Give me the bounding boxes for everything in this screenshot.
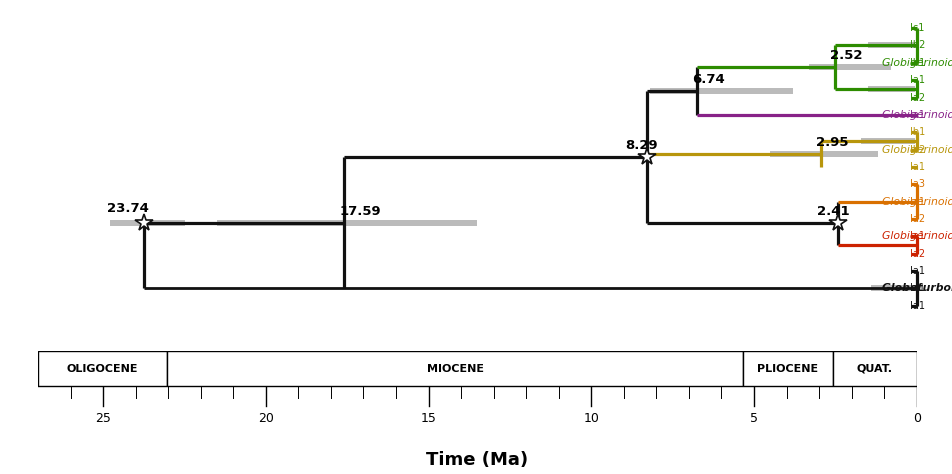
Bar <box>109 220 185 226</box>
Text: Ia1: Ia1 <box>909 162 924 172</box>
Text: 5: 5 <box>750 412 758 426</box>
Bar <box>38 351 168 386</box>
Text: 15: 15 <box>421 412 437 426</box>
Text: Ia1: Ia1 <box>909 231 924 241</box>
Text: Globigerinoides tenellus: Globigerinoides tenellus <box>882 231 952 241</box>
Text: Ia1: Ia1 <box>909 197 924 207</box>
Text: 6.74: 6.74 <box>692 73 725 86</box>
Text: OLIGOCENE: OLIGOCENE <box>67 364 138 374</box>
Text: Ic1: Ic1 <box>909 23 923 33</box>
Bar <box>650 88 793 94</box>
Text: 17.59: 17.59 <box>340 205 381 218</box>
Text: 10: 10 <box>584 412 599 426</box>
Text: 25: 25 <box>95 412 111 426</box>
Text: Time (Ma): Time (Ma) <box>426 451 528 469</box>
Text: Ib2: Ib2 <box>909 145 925 155</box>
Bar <box>868 86 915 92</box>
Text: Ia2: Ia2 <box>909 249 924 259</box>
Bar <box>770 151 878 157</box>
Text: 8.29: 8.29 <box>625 139 659 152</box>
Text: 2.41: 2.41 <box>817 205 849 218</box>
Text: 23.74: 23.74 <box>108 202 149 215</box>
Text: Globoturborotalita rubescens: Globoturborotalita rubescens <box>882 283 952 293</box>
Text: 20: 20 <box>258 412 274 426</box>
Bar <box>871 285 915 292</box>
Bar <box>862 138 915 144</box>
Text: Ib1: Ib1 <box>909 127 924 137</box>
Text: MIOCENE: MIOCENE <box>426 364 484 374</box>
Text: Ia1: Ia1 <box>909 110 924 120</box>
Text: Globigerinoides conglobatus: Globigerinoides conglobatus <box>882 145 952 155</box>
Text: 2.95: 2.95 <box>816 136 848 149</box>
Text: Globigerinoides elongatus: Globigerinoides elongatus <box>882 197 952 207</box>
Text: Ia2: Ia2 <box>909 92 924 102</box>
Bar <box>168 351 744 386</box>
Text: Ib2: Ib2 <box>909 40 925 50</box>
Text: Ia1: Ia1 <box>909 75 924 85</box>
Bar <box>868 42 915 48</box>
Text: Globigerinoides ruber albus: Globigerinoides ruber albus <box>882 58 952 68</box>
Bar <box>833 351 917 386</box>
Text: Ia1: Ia1 <box>909 301 924 311</box>
Text: Ia1: Ia1 <box>909 266 924 276</box>
Text: Ia2: Ia2 <box>909 214 924 224</box>
Text: Ib1: Ib1 <box>909 58 924 68</box>
Bar <box>744 351 833 386</box>
Text: Ia1: Ia1 <box>909 283 924 293</box>
Text: Ia3: Ia3 <box>909 179 924 189</box>
Text: QUAT.: QUAT. <box>857 364 893 374</box>
Text: 0: 0 <box>913 412 921 426</box>
Bar <box>809 64 891 70</box>
Text: PLIOCENE: PLIOCENE <box>758 364 819 374</box>
Bar <box>217 220 477 226</box>
Text: Globigerinoides ruber ruber: Globigerinoides ruber ruber <box>882 110 952 120</box>
Text: 2.52: 2.52 <box>830 49 863 62</box>
